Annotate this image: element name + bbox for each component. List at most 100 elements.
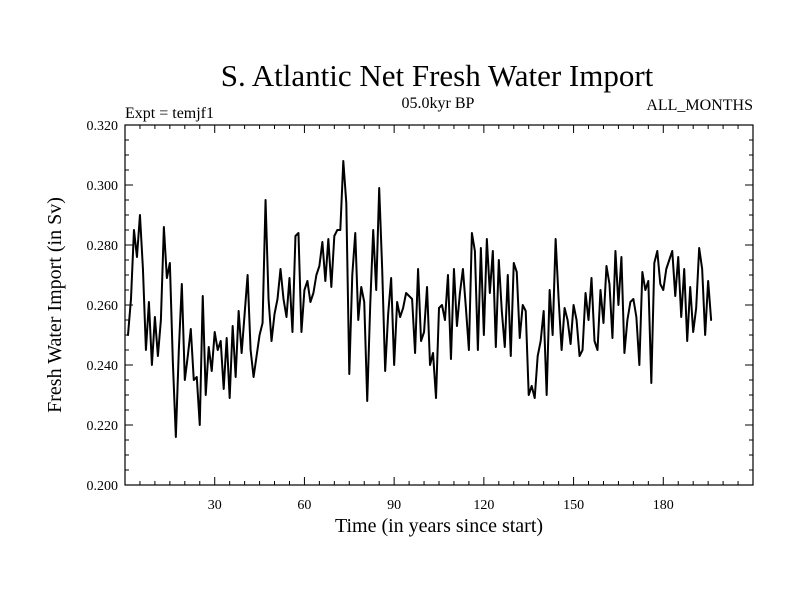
data-point (447, 274, 449, 276)
data-point (620, 256, 623, 258)
data-point (187, 355, 189, 357)
data-point (450, 358, 452, 360)
data-point (390, 277, 392, 279)
data-point (172, 361, 174, 363)
y-tick-label: 0.300 (87, 179, 119, 194)
data-point (160, 319, 162, 321)
data-point (543, 310, 545, 312)
data-point (486, 238, 488, 240)
data-point (339, 229, 341, 231)
data-point (537, 355, 539, 357)
x-tick-label: 90 (387, 498, 401, 513)
data-point (468, 349, 470, 351)
data-point (572, 304, 575, 306)
data-point (435, 397, 437, 399)
data-point (384, 370, 386, 372)
data-point (411, 298, 413, 300)
y-tick-label: 0.320 (87, 119, 119, 134)
data-point (414, 352, 416, 354)
data-point (602, 322, 605, 324)
data-point (611, 337, 614, 339)
data-point (142, 268, 144, 270)
data-point (564, 307, 566, 309)
data-point (683, 268, 685, 270)
data-point (632, 298, 634, 300)
data-point (342, 160, 344, 162)
data-point (214, 331, 216, 333)
data-point (196, 376, 198, 378)
data-point (584, 292, 587, 294)
data-point (148, 301, 150, 303)
data-point (504, 346, 506, 348)
data-point (327, 238, 329, 240)
data-point (354, 232, 356, 234)
data-point (369, 304, 371, 306)
data-point (483, 334, 485, 336)
data-point (534, 397, 536, 399)
data-point (507, 274, 509, 276)
data-point (432, 352, 434, 354)
x-tick-label: 120 (473, 498, 494, 513)
data-point (522, 304, 524, 306)
data-point (321, 241, 323, 243)
data-point (495, 346, 497, 348)
data-point (501, 310, 503, 312)
data-point (273, 313, 276, 315)
data-point (318, 265, 320, 267)
data-point (139, 214, 141, 216)
data-point (692, 331, 694, 333)
data-point (498, 259, 500, 261)
data-point (133, 229, 135, 231)
data-point (710, 319, 712, 321)
data-point (525, 310, 527, 312)
data-point (516, 271, 518, 273)
data-point (689, 286, 691, 288)
data-point (441, 304, 443, 306)
data-point (244, 313, 246, 315)
data-point (656, 250, 658, 252)
data-point (510, 355, 512, 357)
data-point (587, 319, 590, 321)
data-point (166, 277, 168, 279)
data-point (145, 349, 147, 351)
data-point (202, 295, 204, 297)
data-point (608, 283, 611, 285)
data-point (291, 331, 294, 333)
data-point (650, 382, 652, 384)
data-point (674, 295, 676, 297)
data-point (258, 334, 261, 336)
data-point (130, 298, 132, 300)
data-point (492, 250, 494, 252)
data-point (235, 376, 237, 378)
data-point (127, 334, 129, 336)
data-point (163, 226, 165, 228)
y-tick-label: 0.280 (87, 239, 119, 254)
x-axis-label: Time (in years since start) (335, 515, 543, 537)
data-point (456, 325, 458, 327)
data-point (698, 247, 700, 249)
data-point (671, 250, 673, 252)
data-point (255, 355, 258, 357)
data-point (181, 283, 183, 285)
data-point (474, 250, 476, 252)
data-point (351, 274, 353, 276)
data-point (459, 292, 461, 294)
data-point (677, 256, 679, 258)
data-point (393, 364, 395, 366)
data-point (360, 286, 362, 288)
data-point (381, 268, 383, 270)
data-point (480, 247, 482, 249)
data-point (614, 250, 617, 252)
data-point (566, 319, 569, 321)
data-point (665, 268, 667, 270)
data-point (205, 394, 207, 396)
data-point (462, 268, 464, 270)
data-point (306, 280, 309, 282)
data-point (575, 319, 578, 321)
y-axis-label: Fresh Water Import (in Sv) (44, 197, 66, 413)
series-layer (126, 160, 713, 438)
data-point (704, 334, 706, 336)
data-point (638, 364, 640, 366)
data-point (417, 268, 419, 270)
data-point (276, 298, 279, 300)
